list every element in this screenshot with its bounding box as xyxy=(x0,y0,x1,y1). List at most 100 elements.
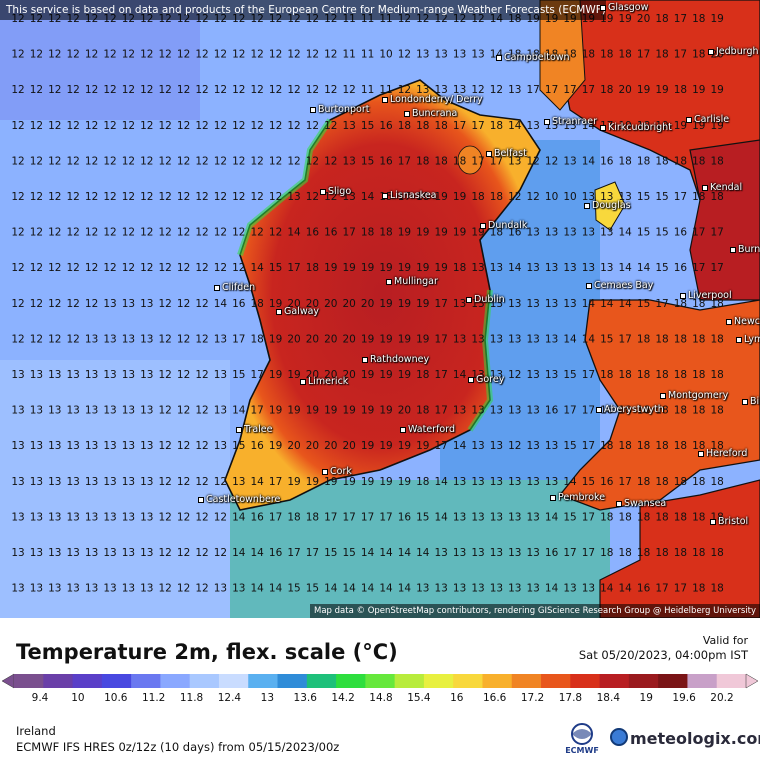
grid-value: 14 xyxy=(435,511,449,523)
city-marker-icon xyxy=(702,184,708,191)
city-marker-icon xyxy=(382,96,388,103)
grid-value: 12 xyxy=(232,84,245,96)
grid-value: 12 xyxy=(195,84,208,96)
grid-value: 12 xyxy=(48,84,61,96)
grid-value: 19 xyxy=(655,84,668,96)
grid-value: 19 xyxy=(379,262,392,274)
city-label: Sligo xyxy=(320,186,351,197)
grid-value: 12 xyxy=(30,262,43,274)
grid-value: 12 xyxy=(140,155,153,167)
grid-value: 12 xyxy=(122,227,135,239)
grid-value: 12 xyxy=(85,191,98,203)
grid-value: 17 xyxy=(711,262,724,274)
grid-value: 19 xyxy=(619,120,632,132)
grid-value: 13 xyxy=(490,405,503,417)
scale-swatch xyxy=(160,674,191,688)
grid-value: 12 xyxy=(67,333,80,345)
city-name: Stranraer xyxy=(552,116,597,127)
grid-value: 12 xyxy=(232,155,245,167)
grid-value: 13 xyxy=(30,511,43,523)
grid-value: 18 xyxy=(637,120,650,132)
grid-value: 12 xyxy=(67,84,80,96)
grid-value: 19 xyxy=(398,298,411,310)
city-label: Londonderry/ Derry xyxy=(382,94,483,105)
grid-value: 17 xyxy=(435,405,448,417)
grid-value: 13 xyxy=(140,547,153,559)
grid-value: 12 xyxy=(195,191,208,203)
grid-value: 18 xyxy=(655,155,668,167)
grid-value: 13 xyxy=(600,262,613,274)
grid-value: 18 xyxy=(619,511,632,523)
grid-value: 13 xyxy=(527,511,540,523)
city-marker-icon xyxy=(686,116,692,123)
map-attribution[interactable]: Map data © OpenStreetMap contributors, r… xyxy=(310,604,760,618)
grid-value: 17 xyxy=(582,440,595,452)
grid-value: 12 xyxy=(85,84,98,96)
scale-tick-label: 16 xyxy=(450,692,464,704)
grid-value: 12 xyxy=(103,49,116,61)
grid-value: 19 xyxy=(711,120,724,132)
grid-value: 12 xyxy=(177,191,190,203)
grid-value: 12 xyxy=(48,298,61,310)
grid-value: 13 xyxy=(85,440,98,452)
grid-value: 19 xyxy=(711,13,724,25)
grid-value: 17 xyxy=(619,476,632,488)
grid-value: 19 xyxy=(471,227,484,239)
grid-value: 12 xyxy=(545,155,558,167)
grid-value: 12 xyxy=(214,262,227,274)
grid-value: 17 xyxy=(563,405,576,417)
ecmwf-logo-icon xyxy=(571,723,593,745)
city-label: Burtonport xyxy=(310,104,369,115)
temperature-map-canvas: 12 12 12 12 12 12 12 12 12 12 12 12 12 12 12 12 12 12 11 11… xyxy=(0,0,760,618)
grid-value: 16 xyxy=(306,227,320,239)
grid-value: 19 xyxy=(637,84,650,96)
forecast-map[interactable]: 12 12 12 12 12 12 12 12 12 12 12 12 12 12 12 12 12 12 11 11… xyxy=(0,0,760,618)
grid-value: 16 xyxy=(379,155,393,167)
grid-value: 12 xyxy=(11,49,24,61)
grid-value: 12 xyxy=(30,333,43,345)
model-run-label: ECMWF IFS HRES 0z/12z (10 days) from 05/… xyxy=(16,740,340,754)
grid-value: 13 xyxy=(122,583,135,595)
grid-value: 12 xyxy=(508,369,521,381)
grid-value: 15 xyxy=(637,227,650,239)
grid-value: 13 xyxy=(508,405,521,417)
city-label: Clifden xyxy=(214,282,255,293)
scale-swatch xyxy=(189,674,220,688)
grid-value: 13 xyxy=(600,191,613,203)
grid-value: 13 xyxy=(11,476,24,488)
grid-value: 13 xyxy=(103,476,116,488)
city-name: Burtonport xyxy=(318,104,370,115)
city-label: Campbeltown xyxy=(496,52,570,63)
legend-panel: Temperature 2m, flex. scale (°C) Valid f… xyxy=(0,618,760,760)
meteologix-logo[interactable]: meteologix.com xyxy=(610,728,760,748)
city-label: Dundalk xyxy=(480,220,527,231)
grid-value: 12 xyxy=(195,583,208,595)
scale-swatch xyxy=(658,674,688,688)
city-label: Lym xyxy=(736,334,760,345)
grid-value: 13 xyxy=(30,405,43,417)
grid-value: 13 xyxy=(30,476,43,488)
east-coast-edge xyxy=(467,289,494,432)
grid-value: 14 xyxy=(582,333,596,345)
grid-value: 16 xyxy=(508,227,522,239)
grid-value: 12 xyxy=(159,49,172,61)
grid-value: 17 xyxy=(361,511,374,523)
scale-swatch xyxy=(365,674,396,688)
grid-value: 17 xyxy=(287,262,300,274)
scale-tick-label: 17.2 xyxy=(521,692,544,704)
grid-value: 13 xyxy=(490,547,503,559)
city-marker-icon xyxy=(214,284,220,291)
grid-value: 18 xyxy=(692,369,705,381)
grid-value: 12 xyxy=(214,191,227,203)
cold-sea-northwest xyxy=(0,0,200,120)
scale-tick-label: 16.6 xyxy=(483,692,507,704)
grid-value: 13 xyxy=(527,440,540,452)
grid-value: 18 xyxy=(453,262,466,274)
grid-value: 18 xyxy=(545,49,558,61)
grid-value: 12 xyxy=(195,49,208,61)
grid-value: 13 xyxy=(232,476,245,488)
city-marker-icon xyxy=(600,4,606,11)
grid-value: 14 xyxy=(379,547,393,559)
grid-value: 18 xyxy=(361,227,374,239)
grid-value: 15 xyxy=(232,440,245,452)
